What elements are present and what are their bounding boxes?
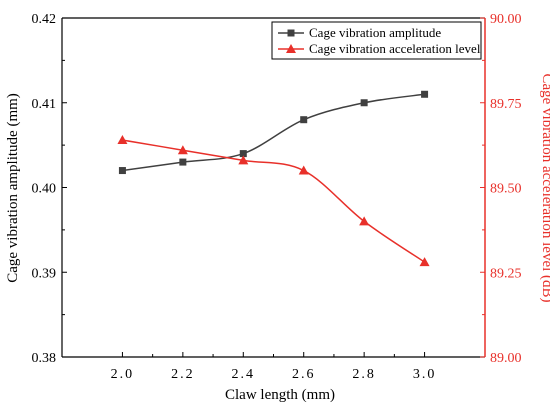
left-tick-label: 0.39 — [32, 266, 57, 281]
series-point — [118, 167, 126, 175]
x-tick-label: 2.6 — [292, 367, 316, 382]
series-point — [177, 145, 188, 155]
right-tick-label: 89.25 — [490, 266, 522, 281]
left-axis-ticks: 0.38 0.39 0.40 0.41 0.42 — [32, 12, 67, 366]
series-layer — [117, 90, 430, 267]
left-tick-label: 0.38 — [32, 351, 57, 366]
series-point — [239, 150, 247, 158]
right-axis-ticks: 89.00 89.25 89.50 89.75 90.00 — [480, 12, 522, 366]
x-tick-label: 2.4 — [232, 367, 256, 382]
legend-box — [271, 21, 482, 60]
series-point — [117, 135, 128, 145]
series-point — [360, 99, 368, 107]
legend-marker — [286, 44, 296, 53]
series-line — [122, 93, 425, 172]
x-tick-label: 3.0 — [413, 367, 437, 382]
x-tick-label: 2.8 — [352, 367, 376, 382]
right-tick-label: 89.75 — [490, 97, 522, 112]
x-tick-label: 2.2 — [171, 367, 195, 382]
axes — [61, 17, 486, 358]
right-y-axis-title: Cage vibration acceleration level (dB) — [539, 73, 550, 302]
series-point — [419, 257, 430, 267]
series-2 — [117, 135, 430, 267]
series-point — [298, 165, 309, 175]
x-axis-ticks: 2.0 2.2 2.4 2.6 2.8 3.0 — [111, 352, 437, 382]
series-point — [179, 158, 187, 166]
right-tick-label: 89.50 — [490, 182, 522, 197]
x-tick-label: 2.0 — [111, 367, 135, 382]
series-point — [359, 216, 370, 226]
series-point — [421, 90, 429, 98]
legend-marker — [287, 29, 295, 37]
series-point — [300, 116, 308, 124]
legend-label: Cage vibration amplitude — [309, 25, 441, 40]
left-y-axis-title: Cage vibration amplitude (mm) — [5, 93, 21, 283]
left-tick-label: 0.40 — [32, 182, 57, 197]
series-point — [238, 155, 249, 165]
series-1 — [118, 90, 429, 175]
left-tick-label: 0.42 — [32, 12, 57, 27]
left-tick-label: 0.41 — [32, 97, 57, 112]
right-tick-label: 90.00 — [490, 12, 522, 27]
right-tick-label: 89.00 — [490, 351, 522, 366]
legend-label: Cage vibration acceleration level — [309, 41, 481, 56]
x-axis-title: Claw length (mm) — [225, 387, 335, 403]
series-line — [122, 139, 425, 263]
